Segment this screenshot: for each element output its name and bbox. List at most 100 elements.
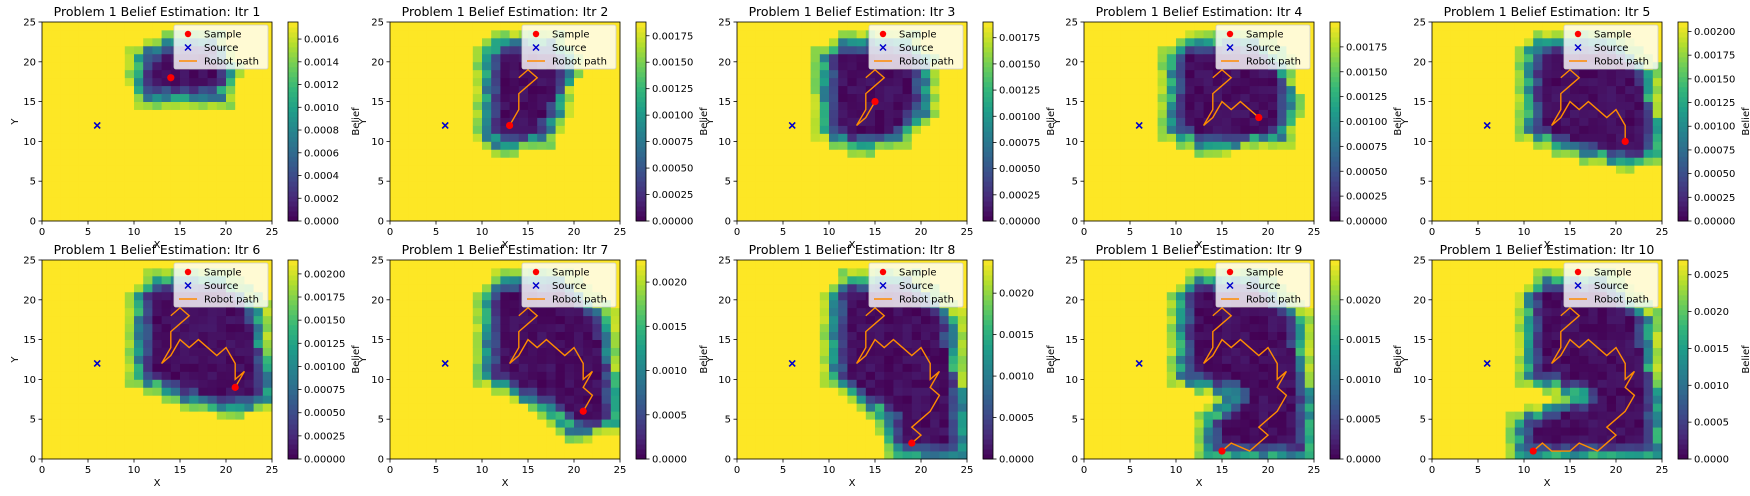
heatmap-cell (134, 61, 144, 71)
heatmap-cell (226, 331, 236, 340)
heatmap-cell (408, 29, 418, 39)
heatmap-cell (1496, 93, 1506, 102)
heatmap-cell (783, 77, 793, 87)
colorbar-segment (983, 116, 993, 122)
heatmap-cell (884, 205, 894, 214)
heatmap-cell (463, 213, 474, 222)
heatmap-cell (253, 213, 264, 222)
heatmap-cell (518, 443, 529, 452)
heatmap-cell (755, 37, 765, 47)
heatmap-cell (583, 331, 593, 340)
heatmap-cell (518, 173, 529, 182)
heatmap-cell (1157, 181, 1168, 190)
heatmap-cell (115, 419, 126, 428)
heatmap-cell (1597, 133, 1608, 142)
heatmap-cell (454, 315, 464, 325)
heatmap-cell (106, 69, 116, 79)
heatmap-cell (115, 109, 126, 118)
heatmap-cell (390, 109, 400, 118)
colorbar-segment (1330, 211, 1340, 217)
heatmap-cell (1176, 165, 1186, 174)
heatmap-cell (78, 291, 89, 301)
heatmap-cell (1468, 109, 1479, 118)
colorbar-segment (1330, 71, 1340, 78)
heatmap-cell (408, 53, 418, 63)
heatmap-cell (1120, 85, 1131, 95)
source-marker-stroke (1483, 121, 1491, 130)
heatmap-cell (592, 69, 602, 79)
heatmap-cell (610, 339, 621, 348)
heatmap-cell (235, 85, 245, 95)
x-tick-label: 15 (174, 227, 187, 238)
colorbar-segment (1678, 66, 1688, 73)
heatmap-cell (143, 61, 153, 71)
heatmap-cell (574, 371, 584, 380)
heatmap-cell (216, 379, 227, 388)
heatmap-cell (88, 29, 98, 39)
heatmap-cell (1231, 197, 1241, 206)
heatmap-cell (445, 133, 455, 142)
colorbar-segment (983, 61, 993, 68)
colorbar-segment (288, 86, 298, 93)
heatmap-cell (500, 53, 510, 63)
heatmap-cell (51, 133, 61, 142)
colorbar-segment (288, 166, 298, 172)
heatmap-cell (226, 197, 236, 206)
heatmap-cell (574, 443, 584, 452)
heatmap-cell (1496, 53, 1506, 63)
heatmap-cell (180, 403, 190, 412)
heatmap-cell (152, 339, 162, 348)
colorbar-segment (983, 111, 993, 118)
heatmap-cell (390, 149, 400, 158)
heatmap-cell (592, 331, 602, 340)
heatmap-cell (472, 133, 483, 142)
heatmap-cell (1606, 165, 1617, 174)
heatmap-cell (189, 93, 199, 102)
heatmap-cell (957, 165, 968, 174)
heatmap-cell (1496, 37, 1506, 47)
colorbar-segment (1678, 151, 1688, 157)
heatmap-cell (180, 101, 190, 110)
heatmap-cell (1084, 181, 1094, 190)
heatmap-cell (170, 379, 181, 388)
heatmap-cell (610, 307, 621, 317)
heatmap-cell (161, 387, 172, 396)
heatmap-cell (1634, 101, 1644, 110)
heatmap-cell (170, 141, 181, 150)
heatmap-cell (216, 173, 227, 182)
colorbar-segment (1330, 101, 1340, 108)
heatmap-cell (755, 133, 765, 142)
colorbar-segment (1678, 191, 1688, 197)
heatmap-cell (1111, 157, 1122, 166)
heatmap-cell (1468, 93, 1479, 102)
heatmap-cell (528, 181, 538, 190)
colorbar-tick-label: 0.00025 (652, 190, 693, 201)
heatmap-cell (1203, 29, 1214, 39)
heatmap-cell (170, 165, 181, 174)
heatmap-cell (509, 267, 520, 277)
heatmap-cell (746, 117, 756, 126)
heatmap-cell (463, 387, 474, 396)
heatmap-cell (445, 339, 455, 348)
heatmap-cell (51, 29, 61, 39)
heatmap-cell (856, 189, 867, 198)
colorbar-segment (983, 136, 993, 142)
heatmap-cell (426, 443, 437, 452)
heatmap-cell (1514, 69, 1525, 79)
heatmap-cell (755, 213, 765, 222)
heatmap-cell (170, 173, 181, 182)
heatmap-cell (610, 323, 621, 333)
heatmap-cell (601, 141, 612, 150)
heatmap-cell (865, 173, 876, 182)
heatmap-cell (1652, 69, 1663, 79)
heatmap-cell (207, 165, 218, 174)
heatmap-cell (1157, 125, 1168, 134)
heatmap-cell (1487, 197, 1497, 206)
heatmap-cell (564, 181, 575, 190)
colorbar: 0.000000.000250.000500.000750.001000.001… (982, 21, 1057, 228)
heatmap-cell (783, 205, 793, 214)
heatmap-cell (390, 173, 400, 182)
heatmap-cell (78, 379, 89, 388)
heatmap-cell (1304, 141, 1315, 150)
heatmap-cell (152, 355, 162, 364)
